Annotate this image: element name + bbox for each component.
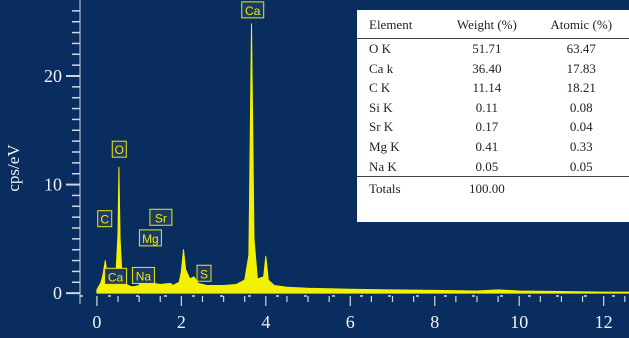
peak-label-box bbox=[241, 1, 265, 19]
totals-weight: 100.00 bbox=[440, 176, 534, 202]
table-row: C K 11.14 18.21 bbox=[357, 78, 629, 98]
y-tick-label: 0 bbox=[53, 283, 62, 303]
peak-label-sr: Sr bbox=[155, 211, 167, 225]
composition-table: Element Weight (%) Atomic (%) O K 51.71 … bbox=[357, 10, 629, 222]
y-axis-label: cps/eV bbox=[4, 144, 23, 192]
cell-element: Si K bbox=[369, 99, 393, 115]
peak-label-ca: Ca bbox=[245, 4, 261, 18]
cell-weight: 0.05 bbox=[475, 158, 499, 174]
cell-weight: 36.40 bbox=[472, 60, 502, 76]
cell-atomic: 0.33 bbox=[569, 138, 593, 154]
peak-label-c: C bbox=[100, 213, 109, 227]
peak-label-s: S bbox=[200, 267, 208, 281]
x-tick-label: 8 bbox=[430, 312, 439, 332]
x-tick-label: 12 bbox=[595, 312, 613, 332]
totals-atomic bbox=[533, 176, 629, 202]
cell-element: Sr K bbox=[369, 119, 394, 135]
table-row: Si K 0.11 0.08 bbox=[357, 98, 629, 118]
cell-atomic: 17.83 bbox=[566, 60, 596, 76]
peak-label-mg: Mg bbox=[142, 232, 159, 246]
table-header-row: Element Weight (%) Atomic (%) bbox=[357, 10, 629, 39]
peak-label-ca: Ca bbox=[108, 270, 124, 284]
x-tick-label: 0 bbox=[92, 312, 101, 332]
header-atomic: Atomic (%) bbox=[533, 10, 629, 39]
table-row: Sr K 0.17 0.04 bbox=[357, 117, 629, 137]
table-row: Mg K 0.41 0.33 bbox=[357, 137, 629, 157]
table-row: O K 51.71 63.47 bbox=[357, 39, 629, 59]
peak-label-box bbox=[111, 140, 127, 158]
totals-label: Totals bbox=[357, 176, 441, 202]
y-tick-label: 10 bbox=[44, 175, 62, 195]
x-tick-label: 10 bbox=[510, 312, 528, 332]
peak-label-box bbox=[131, 266, 155, 284]
cell-element: C K bbox=[369, 80, 391, 96]
peak-label-box bbox=[196, 264, 212, 282]
cell-atomic: 63.47 bbox=[566, 41, 596, 56]
x-tick-label: 6 bbox=[346, 312, 355, 332]
cell-weight: 0.41 bbox=[475, 138, 499, 154]
spectrum-series bbox=[96, 23, 629, 294]
cell-element: O K bbox=[369, 41, 392, 56]
cell-weight: 0.17 bbox=[475, 119, 499, 135]
header-element: Element bbox=[357, 10, 441, 39]
header-weight: Weight (%) bbox=[440, 10, 534, 39]
table-row: Na K 0.05 0.05 bbox=[357, 157, 629, 177]
cell-element: Mg K bbox=[369, 138, 400, 154]
peak-label-box bbox=[104, 267, 128, 285]
table-row: Ca k 36.40 17.83 bbox=[357, 59, 629, 79]
cell-atomic: 0.05 bbox=[569, 158, 593, 174]
cell-atomic: 0.08 bbox=[569, 99, 593, 115]
x-tick-label: 2 bbox=[177, 312, 186, 332]
peak-label-na: Na bbox=[136, 269, 152, 283]
cell-weight: 0.11 bbox=[475, 99, 498, 115]
peak-label-box bbox=[97, 210, 113, 228]
cell-element: Na K bbox=[369, 158, 397, 174]
peak-label-o: O bbox=[115, 143, 124, 157]
cell-element: Ca k bbox=[369, 60, 394, 76]
cell-atomic: 0.04 bbox=[569, 119, 593, 135]
cell-weight: 51.71 bbox=[472, 41, 502, 56]
y-tick-label: 20 bbox=[44, 66, 62, 86]
peak-label-box bbox=[138, 229, 162, 247]
cell-atomic: 18.21 bbox=[566, 80, 596, 96]
totals-row: Totals 100.00 bbox=[357, 176, 629, 202]
x-tick-label: 4 bbox=[261, 312, 270, 332]
cell-weight: 11.14 bbox=[472, 80, 502, 96]
peak-label-box bbox=[149, 208, 173, 226]
